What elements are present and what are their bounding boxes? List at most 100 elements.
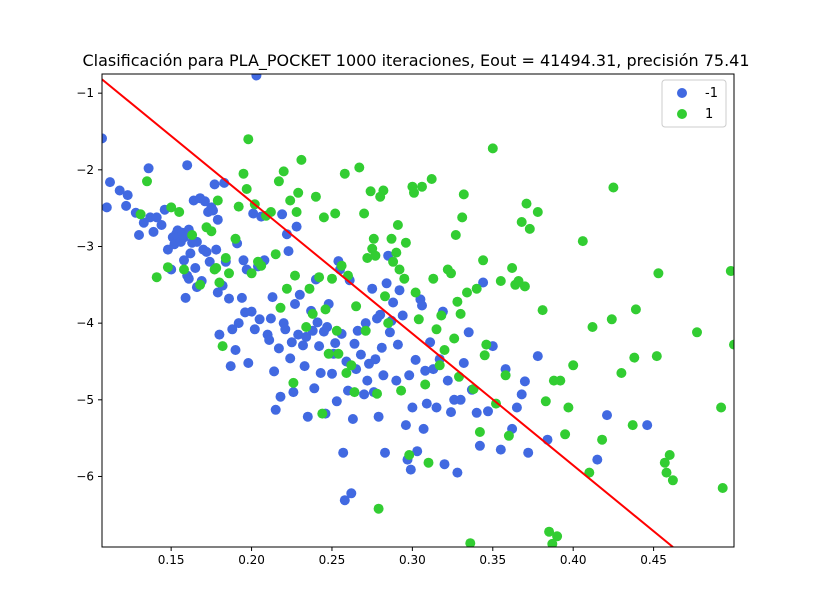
- data-point: [392, 339, 403, 350]
- data-point: [370, 354, 381, 365]
- data-point: [190, 263, 201, 273]
- data-point: [442, 375, 453, 386]
- data-point: [455, 394, 466, 405]
- data-point: [423, 457, 434, 468]
- data-point: [523, 447, 534, 458]
- chart-title: Clasificación para PLA_POCKET 1000 itera…: [82, 51, 749, 71]
- data-point: [285, 353, 296, 364]
- data-point: [179, 232, 189, 243]
- y-tick-label: −2: [76, 163, 94, 177]
- data-point: [290, 299, 300, 309]
- y-tick-label: −1: [76, 86, 94, 100]
- data-point: [495, 444, 506, 455]
- data-point: [156, 220, 167, 230]
- data-point: [360, 318, 371, 329]
- data-point: [452, 296, 463, 307]
- data-point: [474, 427, 485, 437]
- data-point: [212, 214, 223, 225]
- data-point: [383, 318, 394, 329]
- data-point: [331, 396, 342, 407]
- data-point: [404, 450, 415, 460]
- data-point: [273, 343, 284, 354]
- data-point: [397, 310, 408, 321]
- decision-boundary-line: [102, 78, 674, 547]
- points-layer: [102, 74, 734, 547]
- data-point: [495, 276, 506, 286]
- data-point: [642, 420, 653, 431]
- x-tick-label: 0.25: [319, 553, 346, 567]
- data-point: [457, 212, 468, 223]
- data-point: [465, 538, 476, 547]
- data-point: [396, 385, 407, 396]
- data-point: [121, 200, 132, 211]
- data-point: [269, 366, 280, 377]
- data-point: [487, 143, 498, 154]
- data-point: [627, 420, 638, 431]
- data-point: [201, 246, 212, 257]
- data-point: [420, 379, 431, 390]
- data-point: [563, 402, 574, 413]
- x-tick-label: 0.45: [640, 553, 667, 567]
- data-point: [540, 396, 551, 407]
- data-point: [584, 467, 595, 478]
- data-point: [318, 212, 329, 223]
- data-point: [304, 283, 315, 294]
- data-point: [166, 202, 177, 213]
- data-point: [651, 351, 662, 362]
- y-tick-label: −5: [76, 393, 94, 407]
- data-point: [288, 387, 299, 398]
- data-point: [418, 423, 429, 434]
- data-point: [151, 212, 162, 223]
- data-point: [217, 341, 228, 352]
- data-point: [227, 324, 238, 335]
- legend: -1 1: [661, 79, 727, 128]
- data-point: [388, 256, 399, 267]
- data-point: [386, 233, 397, 244]
- data-point: [281, 283, 292, 294]
- series-neg: [102, 74, 653, 506]
- plot-frame: [101, 73, 735, 548]
- data-point: [349, 387, 360, 398]
- data-point: [143, 163, 154, 174]
- data-point: [434, 360, 445, 371]
- data-point: [532, 207, 543, 217]
- data-point: [412, 446, 423, 457]
- data-point: [224, 268, 234, 279]
- data-point: [339, 168, 350, 179]
- data-point: [251, 74, 262, 81]
- data-point: [338, 447, 349, 458]
- data-point: [174, 207, 185, 217]
- data-point: [351, 301, 362, 312]
- data-point: [380, 447, 390, 458]
- data-point: [307, 308, 318, 319]
- data-point: [388, 297, 399, 308]
- data-point: [400, 420, 411, 431]
- x-tick-label: 0.35: [479, 553, 506, 567]
- data-point: [577, 236, 588, 247]
- data-point: [180, 292, 191, 303]
- y-axis: −1 −2 −3 −4 −5 −6: [76, 86, 102, 483]
- data-point: [162, 262, 173, 273]
- data-point: [454, 371, 464, 382]
- data-point: [339, 495, 350, 506]
- data-point: [560, 429, 571, 440]
- data-point: [187, 230, 198, 240]
- data-point: [225, 361, 236, 372]
- data-point: [352, 325, 363, 336]
- data-point: [519, 281, 530, 292]
- data-point: [449, 333, 460, 344]
- data-point: [327, 273, 337, 284]
- data-point: [135, 209, 146, 220]
- data-point: [478, 277, 489, 288]
- legend-marker-neg: [677, 88, 687, 98]
- data-point: [294, 289, 305, 300]
- data-point: [220, 253, 231, 263]
- data-point: [327, 368, 337, 379]
- data-point: [360, 325, 371, 336]
- data-point: [410, 287, 421, 298]
- data-point: [716, 402, 727, 413]
- data-point: [246, 268, 257, 279]
- data-point: [587, 322, 598, 332]
- data-point: [346, 360, 357, 371]
- data-point: [238, 255, 249, 266]
